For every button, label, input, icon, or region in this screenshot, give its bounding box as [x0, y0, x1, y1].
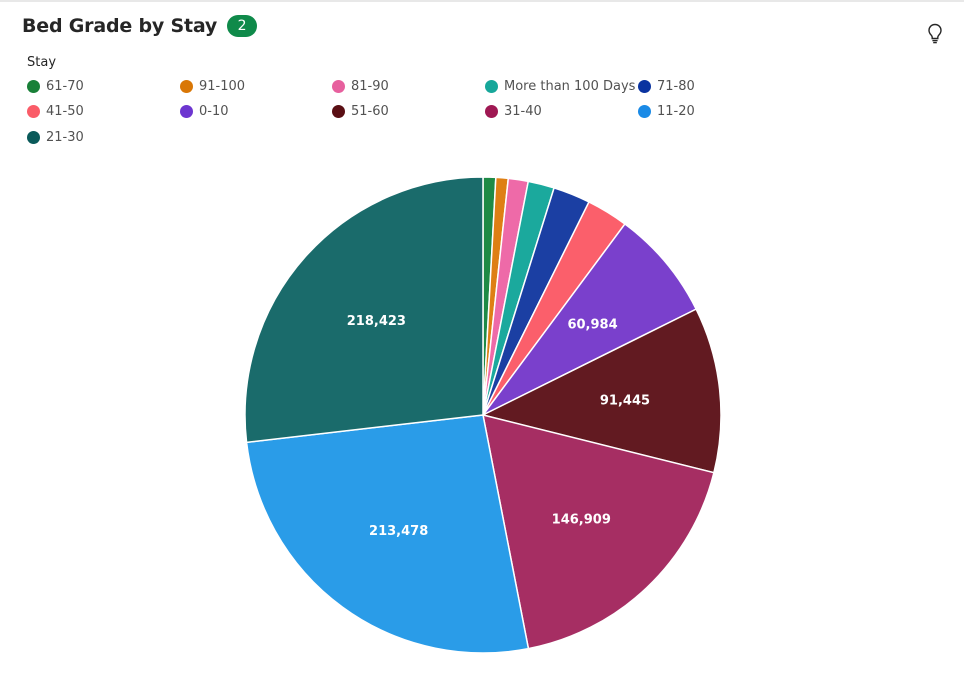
legend-label: 51-60 [351, 104, 389, 119]
legend-swatch [180, 79, 193, 93]
data-label: 213,478 [369, 524, 428, 539]
legend-swatch [332, 105, 345, 118]
legend-swatch [485, 79, 498, 93]
legend-label: More than 100 Days [504, 78, 636, 94]
pie-slice-31-40[interactable] [482, 413, 715, 650]
legend-label: 41-50 [46, 104, 84, 119]
legend-swatch [638, 105, 651, 118]
legend-item[interactable]: More than 100 Days [485, 77, 635, 95]
legend-label: 11-20 [657, 104, 695, 119]
legend-item[interactable]: 11-20 [638, 103, 695, 121]
data-label: 218,423 [347, 314, 406, 329]
legend-swatch [180, 105, 193, 118]
legend-item[interactable]: 51-60 [332, 103, 389, 121]
legend-swatch [27, 130, 40, 144]
legend-swatch [638, 79, 651, 93]
pie-slice-0-10[interactable] [482, 222, 698, 416]
count-badge[interactable]: 2 [227, 15, 258, 37]
pie-slice-21-30[interactable] [244, 176, 484, 444]
data-label: 91,445 [600, 394, 650, 409]
legend-item[interactable]: 31-40 [485, 103, 542, 121]
legend-item[interactable]: 81-90 [332, 77, 389, 95]
legend-label: 81-90 [351, 78, 389, 94]
legend-item[interactable]: 91-100 [180, 77, 245, 95]
legend-item[interactable]: 41-50 [27, 103, 84, 121]
lightbulb-icon[interactable] [924, 22, 946, 44]
top-border [0, 0, 964, 2]
legend-title: Stay [27, 55, 57, 70]
chart-header: Bed Grade by Stay 2 [22, 15, 258, 37]
legend-label: 21-30 [46, 129, 84, 145]
legend-label: 61-70 [46, 78, 84, 94]
legend-swatch [27, 105, 40, 118]
legend-item[interactable]: 61-70 [27, 77, 84, 95]
pie-slice-51-60[interactable] [480, 308, 722, 474]
legend-label: 71-80 [657, 78, 695, 94]
chart-title: Bed Grade by Stay [22, 15, 218, 37]
data-label: 146,909 [552, 513, 611, 528]
legend-label: 91-100 [199, 78, 246, 94]
legend-label: 0-10 [199, 104, 229, 119]
legend-label: 31-40 [504, 104, 542, 119]
legend-swatch [332, 79, 345, 93]
legend-item[interactable]: 21-30 [27, 128, 84, 146]
legend-swatch [27, 79, 40, 93]
legend-item[interactable]: 71-80 [638, 77, 695, 95]
data-label: 60,984 [567, 317, 617, 332]
pie-slice-11-20[interactable] [245, 414, 530, 654]
legend-swatch [485, 105, 498, 118]
legend-item[interactable]: 0-10 [180, 103, 229, 121]
